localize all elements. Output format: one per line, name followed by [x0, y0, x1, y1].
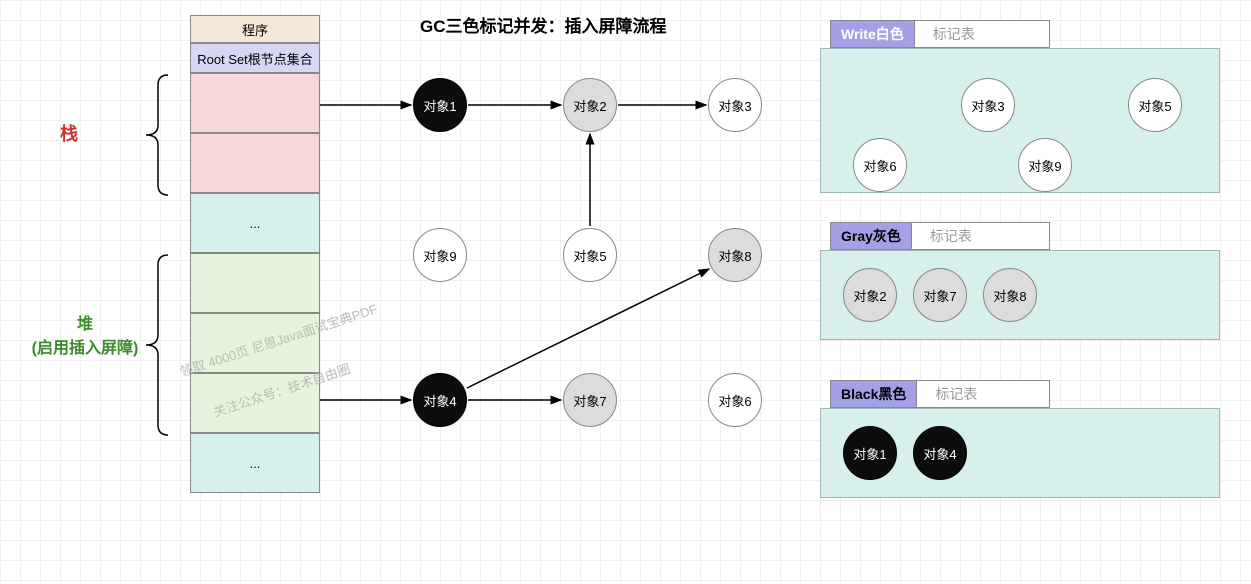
edge-6	[467, 269, 709, 388]
stack-cell-0: 程序	[190, 15, 320, 43]
node-对象4: 对象4	[913, 426, 967, 480]
stack-cell-4: ...	[190, 193, 320, 253]
stack-cell-1: Root Set根节点集合	[190, 43, 320, 73]
gray-table-header-left: Gray灰色	[831, 223, 912, 249]
gray-table-header-right: 标记表	[912, 226, 972, 246]
stack-cell-2	[190, 73, 320, 133]
page-title: GC三色标记并发：插入屏障流程	[420, 12, 667, 37]
black-table-header-left: Black黑色	[831, 381, 917, 407]
node-n2: 对象2	[563, 78, 617, 132]
node-对象7: 对象7	[913, 268, 967, 322]
label-heap-line2: (启用插入屏障)	[32, 340, 139, 357]
node-n5: 对象5	[563, 228, 617, 282]
white-table-header-left: Write白色	[831, 21, 915, 47]
node-n6: 对象6	[708, 373, 762, 427]
node-n1: 对象1	[413, 78, 467, 132]
brace-0	[146, 75, 168, 195]
stack-cell-8: ...	[190, 433, 320, 493]
node-n7: 对象7	[563, 373, 617, 427]
stack-cell-5	[190, 253, 320, 313]
node-对象9: 对象9	[1018, 138, 1072, 192]
node-n3: 对象3	[708, 78, 762, 132]
white-table-header: Write白色标记表	[830, 20, 1050, 48]
stack-cell-3	[190, 133, 320, 193]
gray-table-header: Gray灰色标记表	[830, 222, 1050, 250]
node-n4: 对象4	[413, 373, 467, 427]
black-table-header-right: 标记表	[917, 384, 977, 404]
node-对象3: 对象3	[961, 78, 1015, 132]
node-对象6: 对象6	[853, 138, 907, 192]
label-stack: 栈	[60, 120, 78, 146]
node-对象2: 对象2	[843, 268, 897, 322]
node-n9: 对象9	[413, 228, 467, 282]
node-对象1: 对象1	[843, 426, 897, 480]
brace-1	[146, 255, 168, 435]
node-对象5: 对象5	[1128, 78, 1182, 132]
node-n8: 对象8	[708, 228, 762, 282]
black-table-header: Black黑色标记表	[830, 380, 1050, 408]
label-heap: 堆 (启用插入屏障)	[25, 310, 145, 358]
white-table-header-right: 标记表	[915, 24, 975, 44]
label-heap-line1: 堆	[77, 316, 93, 333]
node-对象8: 对象8	[983, 268, 1037, 322]
